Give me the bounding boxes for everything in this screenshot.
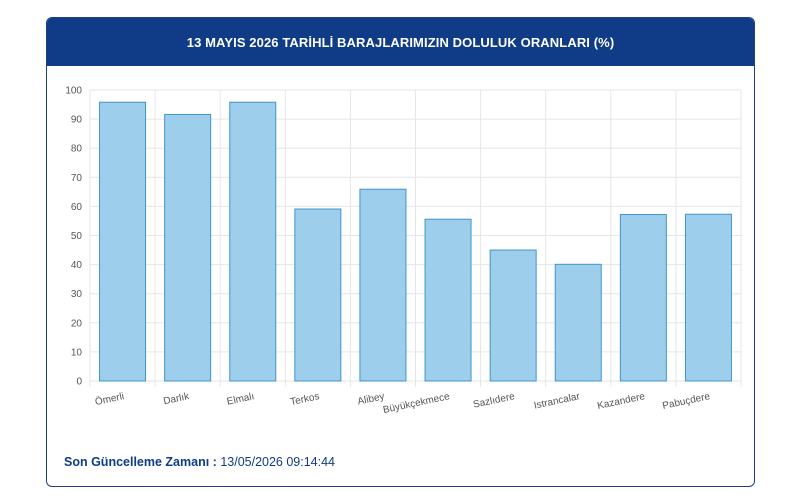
y-tick-label: 60	[71, 202, 83, 213]
bar-elmalı	[229, 101, 277, 382]
x-category-label: Terkos	[289, 391, 320, 408]
y-tick-label: 80	[71, 144, 83, 155]
x-category-label: Büyükçekmece	[382, 391, 451, 416]
y-tick-label: 90	[71, 115, 83, 126]
bar-darlık	[164, 113, 212, 382]
bar-kazandere	[619, 214, 667, 382]
y-tick-label: 50	[71, 231, 83, 242]
y-tick-label: 40	[71, 260, 83, 271]
bar-büyükçekmece	[424, 218, 472, 382]
last-update-label: Son Güncelleme Zamanı :	[64, 455, 217, 469]
bar-ömerli	[99, 101, 147, 382]
x-category-label: Ömerli	[94, 390, 125, 408]
x-category-label: Pabuçdere	[661, 391, 711, 412]
bar-pabuçdere	[684, 213, 732, 382]
y-tick-label: 100	[65, 86, 82, 97]
card-header: 13 MAYIS 2026 TARİHLİ BARAJLARIMIZIN DOL…	[47, 18, 754, 66]
y-tick-label: 30	[71, 289, 83, 300]
chart-title: 13 MAYIS 2026 TARİHLİ BARAJLARIMIZIN DOL…	[186, 34, 615, 50]
x-category-label: Kazandere	[596, 391, 646, 412]
x-category-label: Istrancalar	[533, 391, 582, 412]
bar-chart: 0 10 20 30 40 50 60 70 80 90 100 Ömerli Darlık Elmalı…	[65, 86, 742, 416]
bar-sazlıdere	[489, 249, 537, 382]
y-tick-label: 0	[76, 377, 82, 388]
last-update: Son Güncelleme Zamanı : 13/05/2026 09:14…	[64, 455, 335, 469]
bar-istrancalar	[554, 263, 602, 382]
x-category-label: Elmalı	[226, 391, 255, 408]
bar-terkos	[294, 208, 342, 382]
y-tick-label: 20	[71, 318, 83, 329]
bar-alibey	[359, 188, 407, 382]
chart-card: 13 MAYIS 2026 TARİHLİ BARAJLARIMIZIN DOL…	[46, 17, 755, 487]
y-tick-label: 10	[71, 347, 83, 358]
x-category-label: Sazlıdere	[472, 391, 516, 411]
y-tick-label: 70	[71, 173, 83, 184]
last-update-value: 13/05/2026 09:14:44	[220, 455, 336, 469]
x-category-label: Darlık	[162, 391, 191, 407]
